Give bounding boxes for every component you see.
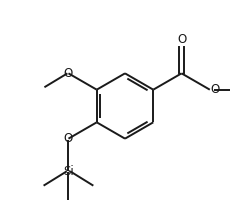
Text: Si: Si [63,165,74,178]
Text: O: O [64,132,73,145]
Text: O: O [211,83,220,96]
Text: O: O [177,32,186,46]
Text: O: O [64,67,73,80]
